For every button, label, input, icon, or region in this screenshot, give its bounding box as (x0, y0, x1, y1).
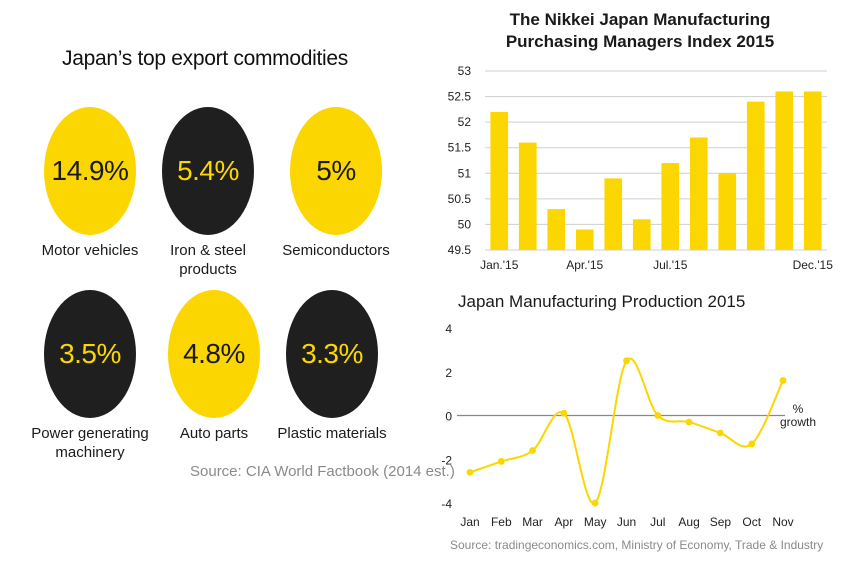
commodity-label: Iron & steel products (170, 242, 246, 278)
pmi-y-tick-label: 52 (458, 115, 472, 129)
production-x-tick-label: Nov (772, 515, 793, 529)
commodity-label: Motor vehicles (41, 242, 139, 259)
pmi-bar-mar (547, 209, 566, 250)
production-point-may (591, 499, 599, 507)
commodity-circle: 3.3% (286, 290, 378, 418)
production-x-tick-label: Jun (617, 515, 636, 529)
production-x-tick-label: Feb (491, 515, 512, 529)
pmi-title-line2: Purchasing Managers Index 2015 (505, 32, 775, 51)
production-y-tick-label: 2 (445, 366, 452, 380)
production-y-tick-label: 0 (445, 410, 452, 424)
production-x-tick-label: Oct (742, 515, 761, 529)
commodity-motor-vehicles: 14.9% Motor vehicles (20, 107, 160, 260)
pmi-chart-title: The Nikkei Japan Manufacturing Purchasin… (470, 9, 810, 53)
production-chart-title: Japan Manufacturing Production 2015 (458, 292, 746, 311)
pmi-y-tick-label: 53 (458, 64, 472, 78)
pmi-bar-may (604, 178, 623, 250)
pmi-bar-sep (718, 173, 737, 250)
pmi-x-tick-label: Dec.'15 (793, 258, 834, 272)
production-source: Source: tradingeconomics.com, Ministry o… (450, 538, 824, 552)
commodity-label: Power generating machinery (31, 425, 149, 461)
production-y-tick-label: 4 (445, 322, 452, 336)
production-y-tick-label: -2 (441, 453, 452, 467)
pmi-bar-jun (632, 219, 651, 250)
pmi-bar-aug (689, 137, 708, 250)
production-point-nov (779, 377, 787, 384)
production-x-tick-label: Sep (710, 515, 732, 529)
production-point-jun (623, 357, 630, 365)
production-point-mar (529, 447, 536, 454)
pmi-bar-apr (575, 229, 594, 250)
commodity-label: Semiconductors (282, 242, 390, 259)
commodity-label: Auto parts (179, 425, 249, 442)
commodity-semiconductors: 5% Semiconductors (266, 107, 406, 260)
production-series-line (469, 357, 784, 505)
production-point-apr (560, 409, 568, 417)
pmi-y-tick-label: 50 (458, 217, 472, 231)
production-point-feb (497, 458, 505, 465)
production-y-tick-label: -4 (441, 497, 452, 511)
commodity-label: Plastic materials (277, 425, 387, 442)
commodity-iron-steel: 5.4% Iron & steel products (138, 107, 278, 279)
commodity-circle: 5.4% (162, 107, 254, 235)
pmi-bar-oct (746, 101, 765, 250)
production-point-jul (654, 412, 662, 419)
commodity-circle: 4.8% (168, 290, 260, 418)
commodity-circle: 3.5% (44, 290, 136, 418)
production-point-oct (748, 440, 756, 448)
production-point-sep (717, 429, 724, 437)
pmi-y-tick-label: 51 (458, 166, 472, 180)
commodities-title: Japan’s top export commodities (62, 47, 348, 70)
commodity-auto-parts: 4.8% Auto parts (144, 290, 284, 443)
commodity-circle: 14.9% (44, 107, 136, 235)
pmi-x-tick-label: Apr.'15 (566, 258, 603, 272)
production-x-tick-label: May (584, 515, 607, 529)
pmi-bar-jan (490, 111, 509, 251)
commodities-source: Source: CIA World Factbook (2014 est.) (190, 463, 455, 480)
pmi-bar-feb (518, 142, 537, 250)
production-x-tick-label: Jan (460, 515, 479, 529)
pmi-title-line1: The Nikkei Japan Manufacturing (509, 10, 771, 29)
production-x-tick-label: Aug (678, 515, 699, 529)
production-x-tick-label: Jul (650, 515, 665, 529)
pmi-bar-jul (661, 163, 680, 250)
pmi-bar-dec (803, 91, 822, 250)
production-point-jan (466, 468, 474, 476)
pmi-x-tick-label: Jan.'15 (480, 258, 519, 272)
pmi-y-tick-label: 51.5 (448, 141, 472, 155)
production-unit-label-line2: growth (780, 415, 816, 429)
commodity-plastic-materials: 3.3% Plastic materials (262, 290, 402, 443)
production-x-tick-label: Mar (522, 515, 543, 529)
pmi-y-tick-label: 50.5 (448, 192, 472, 206)
commodity-power-machinery: 3.5% Power generating machinery (20, 290, 160, 462)
commodity-circle: 5% (290, 107, 382, 235)
production-x-tick-label: Apr (555, 515, 574, 529)
pmi-x-tick-label: Jul.'15 (653, 258, 688, 272)
production-point-aug (685, 418, 693, 426)
pmi-y-tick-label: 49.5 (448, 243, 472, 257)
pmi-y-tick-label: 52.5 (448, 90, 472, 104)
production-unit-label-line1: % (793, 402, 804, 416)
pmi-bar-nov (775, 91, 794, 250)
